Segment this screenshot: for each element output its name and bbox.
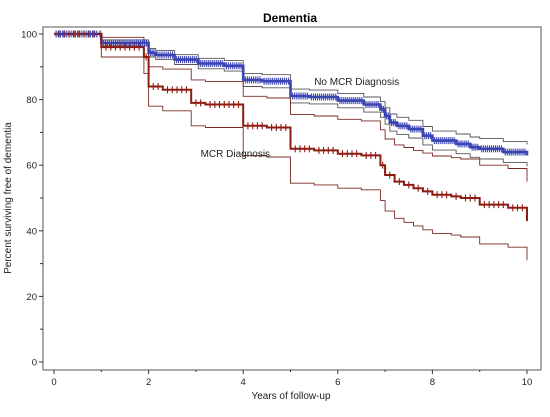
- x-tick-label: 10: [522, 377, 533, 388]
- x-tick-label: 4: [241, 377, 246, 388]
- y-tick-label: 0: [32, 358, 37, 369]
- y-tick-label: 100: [21, 30, 37, 41]
- annotation-mcr-diagnosis: MCR Diagnosis: [201, 149, 270, 160]
- censor-marks: [55, 30, 526, 212]
- mcr-diagnosis-ci-lower-line: [54, 33, 528, 261]
- x-axis-label: Years of follow-up: [251, 391, 331, 402]
- no-mcr-diagnosis-curve: [54, 32, 529, 156]
- no-mcr-diagnosis-ci-upper-line: [54, 33, 528, 145]
- annotation-no-mcr-diagnosis: No MCR Diagnosis: [314, 77, 399, 88]
- mcr-diagnosis-ci-upper-line: [54, 33, 528, 182]
- x-tick-label: 2: [146, 377, 151, 388]
- chart-title: Dementia: [263, 11, 317, 25]
- y-tick-label: 20: [26, 292, 37, 303]
- y-tick-label: 40: [26, 226, 37, 237]
- y-axis-label: Percent surviving free of dementia: [3, 122, 14, 274]
- x-tick-label: 8: [430, 377, 435, 388]
- survival-curves: [54, 32, 529, 221]
- x-tick-label: 0: [51, 377, 56, 388]
- y-tick-label: 60: [26, 161, 37, 172]
- annotations: No MCR Diagnosis MCR Diagnosis: [201, 77, 400, 160]
- y-tick-label: 80: [26, 95, 37, 106]
- x-tick-label: 6: [335, 377, 340, 388]
- mcr-diagnosis-curve: [54, 33, 528, 221]
